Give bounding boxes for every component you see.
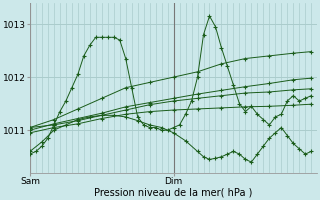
- X-axis label: Pression niveau de la mer( hPa ): Pression niveau de la mer( hPa ): [94, 187, 253, 197]
